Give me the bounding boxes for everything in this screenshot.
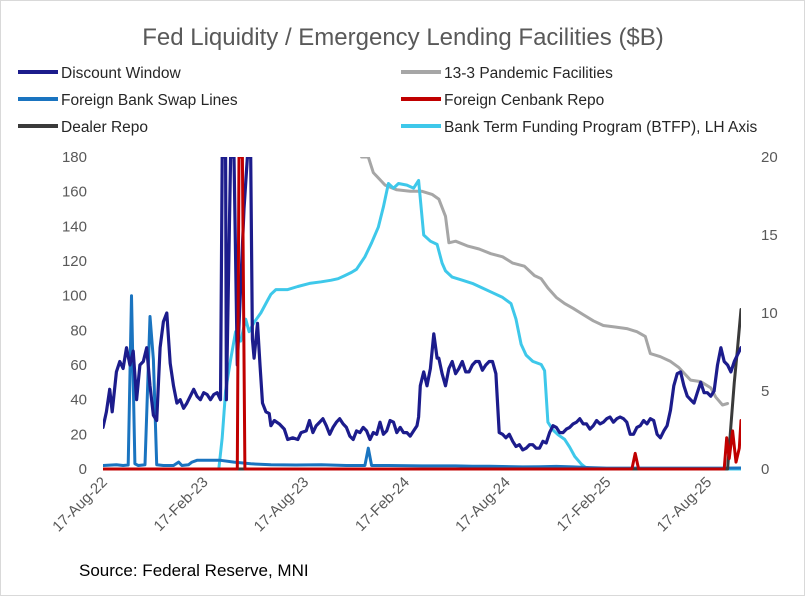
- legend-label-btfp: Bank Term Funding Program (BTFP), LH Axi…: [444, 119, 758, 136]
- y-axis-right: 0 5 10 15 20: [761, 149, 778, 478]
- x-tick-label: 17-Aug-22: [49, 474, 111, 536]
- x-tick-label: 17-Feb-24: [352, 474, 413, 535]
- legend-label-cenbank: Foreign Cenbank Repo: [444, 92, 604, 109]
- series-line-btfp: [217, 178, 741, 471]
- y-right-tick-label: 15: [761, 227, 778, 244]
- y-left-tick-label: 160: [62, 184, 87, 201]
- y-left-tick-label: 20: [70, 426, 87, 443]
- legend-label-pandemic: 13-3 Pandemic Facilities: [444, 65, 613, 82]
- legend: Discount Window 13-3 Pandemic Facilities…: [18, 65, 758, 136]
- legend-label-swap: Foreign Bank Swap Lines: [61, 92, 238, 109]
- series-line-swap: [103, 294, 741, 470]
- y-right-tick-label: 20: [761, 149, 778, 166]
- y-left-tick-label: 60: [70, 357, 87, 374]
- y-right-tick-label: 0: [761, 461, 769, 478]
- y-left-tick-label: 40: [70, 392, 87, 409]
- legend-label-dealer: Dealer Repo: [61, 119, 148, 136]
- y-left-tick-label: 100: [62, 288, 87, 305]
- y-left-tick-label: 180: [62, 149, 87, 166]
- x-axis: 17-Aug-22 17-Feb-23 17-Aug-23 17-Feb-24 17-A…: [49, 474, 715, 536]
- chart-title: Fed Liquidity / Emergency Lending Facili…: [142, 24, 664, 51]
- x-tick-label: 17-Feb-25: [554, 474, 615, 535]
- y-left-tick-label: 80: [70, 322, 87, 339]
- plot-area: [103, 157, 741, 471]
- y-left-tick-label: 120: [62, 253, 87, 270]
- series-line-pandemic: [360, 157, 730, 407]
- series-line-dealer: [103, 308, 741, 471]
- x-tick-label: 17-Aug-25: [654, 474, 716, 536]
- x-tick-label: 17-Feb-23: [151, 474, 212, 535]
- y-axis-left: 0 20 40 60 80 100 120 140 160 180: [62, 149, 87, 478]
- x-tick-label: 17-Aug-24: [452, 474, 514, 536]
- y-left-tick-label: 0: [79, 461, 87, 478]
- y-right-tick-label: 5: [761, 383, 769, 400]
- y-left-tick-label: 140: [62, 218, 87, 235]
- series-line-cenbank: [103, 157, 741, 471]
- x-tick-label: 17-Aug-23: [251, 474, 313, 536]
- y-right-tick-label: 10: [761, 305, 778, 322]
- series-line-discount: [103, 157, 741, 452]
- source-note: Source: Federal Reserve, MNI: [79, 561, 309, 580]
- legend-label-discount: Discount Window: [61, 65, 182, 82]
